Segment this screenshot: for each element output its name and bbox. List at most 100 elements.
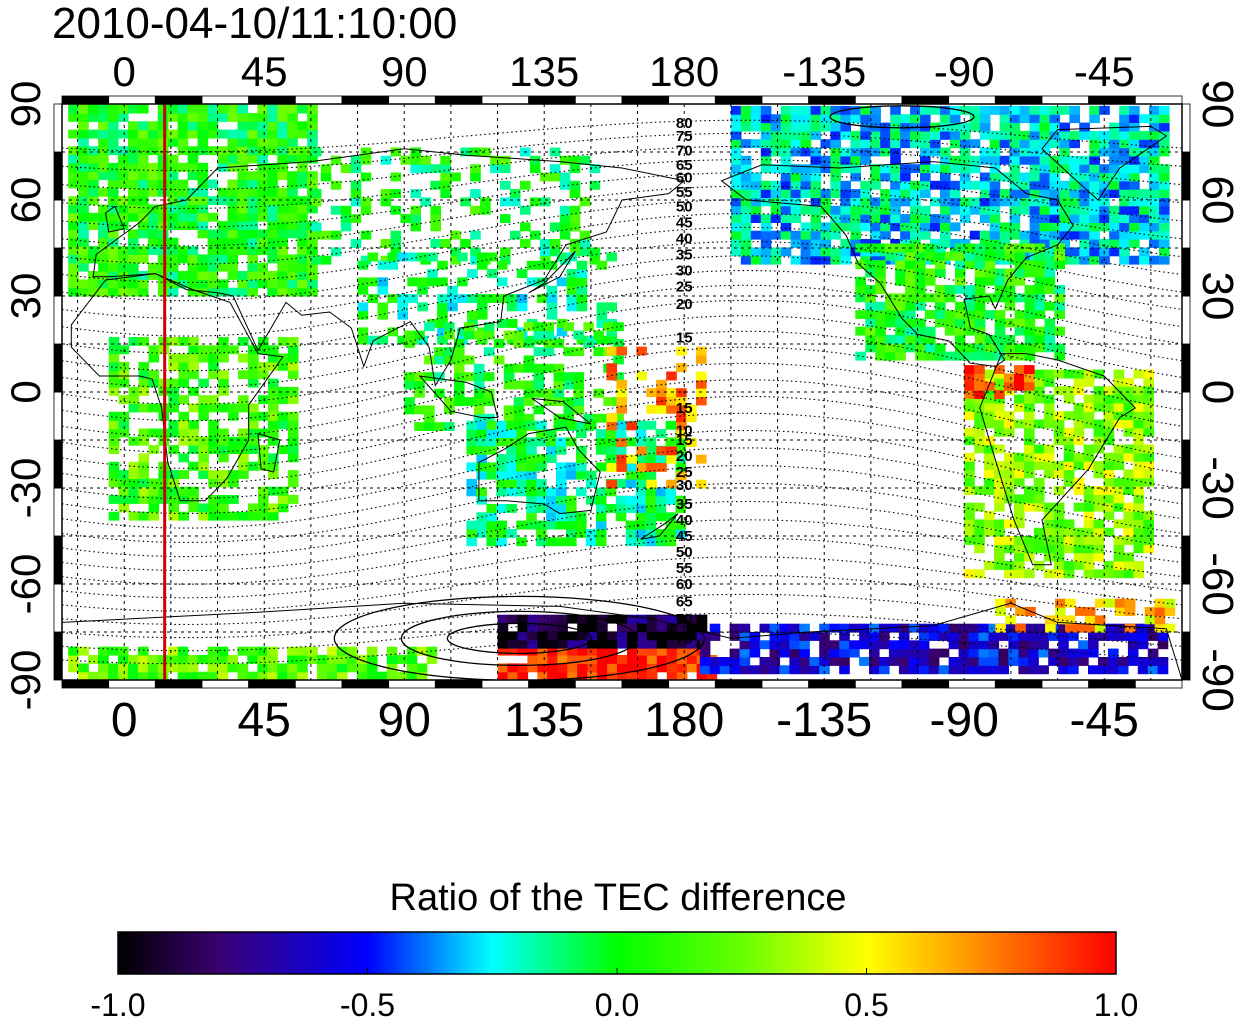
tec-cell [523, 380, 535, 390]
tec-cell [277, 196, 288, 206]
tec-cell [486, 462, 497, 472]
tec-cell [1029, 197, 1041, 207]
tec-cell [888, 623, 900, 633]
tec-cell [1119, 214, 1130, 223]
tec-cell [567, 614, 578, 624]
tec-cell [656, 623, 668, 632]
tec-cell [1133, 569, 1145, 579]
tec-cell [1004, 477, 1015, 487]
tec-cell [177, 655, 189, 664]
tec-cell [377, 260, 389, 270]
tec-cell [529, 164, 541, 174]
tec-cell [1088, 648, 1099, 658]
tec-cell [207, 129, 219, 139]
tec-cell [800, 105, 812, 115]
tec-cell [437, 310, 448, 320]
tec-cell [187, 162, 199, 172]
tec-cell [1029, 114, 1041, 124]
tec-cell [1123, 511, 1135, 520]
tec-cell [137, 179, 149, 189]
tec-cell [168, 395, 179, 405]
tec-cell [267, 279, 278, 289]
tec-cell [506, 454, 517, 463]
tec-cell [597, 631, 608, 641]
tec-cell [1123, 519, 1135, 529]
tec-cell [1063, 427, 1075, 437]
tec-cell [287, 445, 299, 454]
tec-cell [1059, 180, 1070, 190]
tec-cell [1083, 419, 1095, 429]
tec-cell [1069, 105, 1080, 115]
tec-cell [1093, 486, 1105, 495]
tec-cell [128, 154, 139, 164]
tec-cell [780, 205, 792, 215]
tec-cell [1044, 326, 1056, 336]
tec-cell [636, 671, 648, 680]
tec-cell [88, 162, 99, 172]
tec-cell [1119, 155, 1130, 165]
tec-cell [840, 114, 851, 124]
tec-cell [267, 196, 278, 206]
tec-cell [410, 189, 421, 198]
tec-cell [1029, 147, 1041, 157]
tec-cell [517, 623, 529, 632]
tec-cell [108, 262, 119, 272]
tec-cell [1139, 139, 1150, 149]
bottom-longitude-label: 135 [504, 694, 584, 747]
tec-cell [1103, 411, 1115, 421]
tec-cell [860, 155, 871, 165]
tec-cell [769, 665, 781, 675]
tec-cell [400, 214, 412, 223]
tec-cell [390, 172, 402, 182]
tec-cell [964, 251, 976, 261]
tec-cell [486, 429, 497, 438]
tec-cell [984, 527, 995, 537]
tec-cell [870, 205, 881, 215]
tec-cell [487, 269, 498, 278]
tec-cell [1123, 477, 1135, 487]
tec-cell [1009, 222, 1021, 232]
tec-cell [108, 196, 119, 206]
tec-cell [790, 180, 802, 190]
tec-cell [506, 479, 517, 488]
tec-cell [227, 154, 239, 164]
tec-cell [1053, 419, 1065, 429]
tec-cell [1079, 197, 1090, 207]
tec-cell [875, 335, 886, 344]
tec-cell [258, 445, 269, 454]
tec-cell [137, 663, 149, 673]
tec-cell [307, 237, 318, 247]
map-gridlines [62, 104, 1182, 680]
tec-cell [208, 428, 219, 438]
tec-cell [1113, 369, 1125, 379]
tec-cell [138, 511, 150, 521]
tec-cell [730, 155, 742, 165]
tec-cell [1024, 301, 1036, 311]
tec-cell [188, 428, 199, 438]
tec-cell [1159, 197, 1170, 207]
tec-cell [984, 268, 996, 278]
tec-cell [900, 222, 911, 232]
tec-cell [958, 665, 970, 675]
tec-cell [424, 422, 435, 431]
tec-cell [989, 164, 1001, 174]
tec-cell [879, 665, 890, 675]
tec-cell [865, 301, 876, 311]
tec-cell [809, 632, 820, 641]
tec-cell [118, 470, 130, 479]
tec-cell [1024, 452, 1035, 462]
tec-cell [227, 129, 239, 139]
tec-cell [1059, 205, 1070, 215]
tec-cell [1033, 444, 1045, 454]
tec-cell [473, 363, 485, 373]
tec-cell [1053, 502, 1065, 512]
tec-cell [559, 172, 571, 182]
tec-cell [247, 196, 258, 206]
tec-cell [208, 420, 219, 430]
tec-cell [1113, 419, 1125, 429]
tec-cell [938, 623, 950, 633]
tec-cell [546, 302, 558, 312]
tec-cell [573, 347, 585, 357]
tec-cell [739, 665, 751, 675]
tec-cell [447, 302, 458, 312]
